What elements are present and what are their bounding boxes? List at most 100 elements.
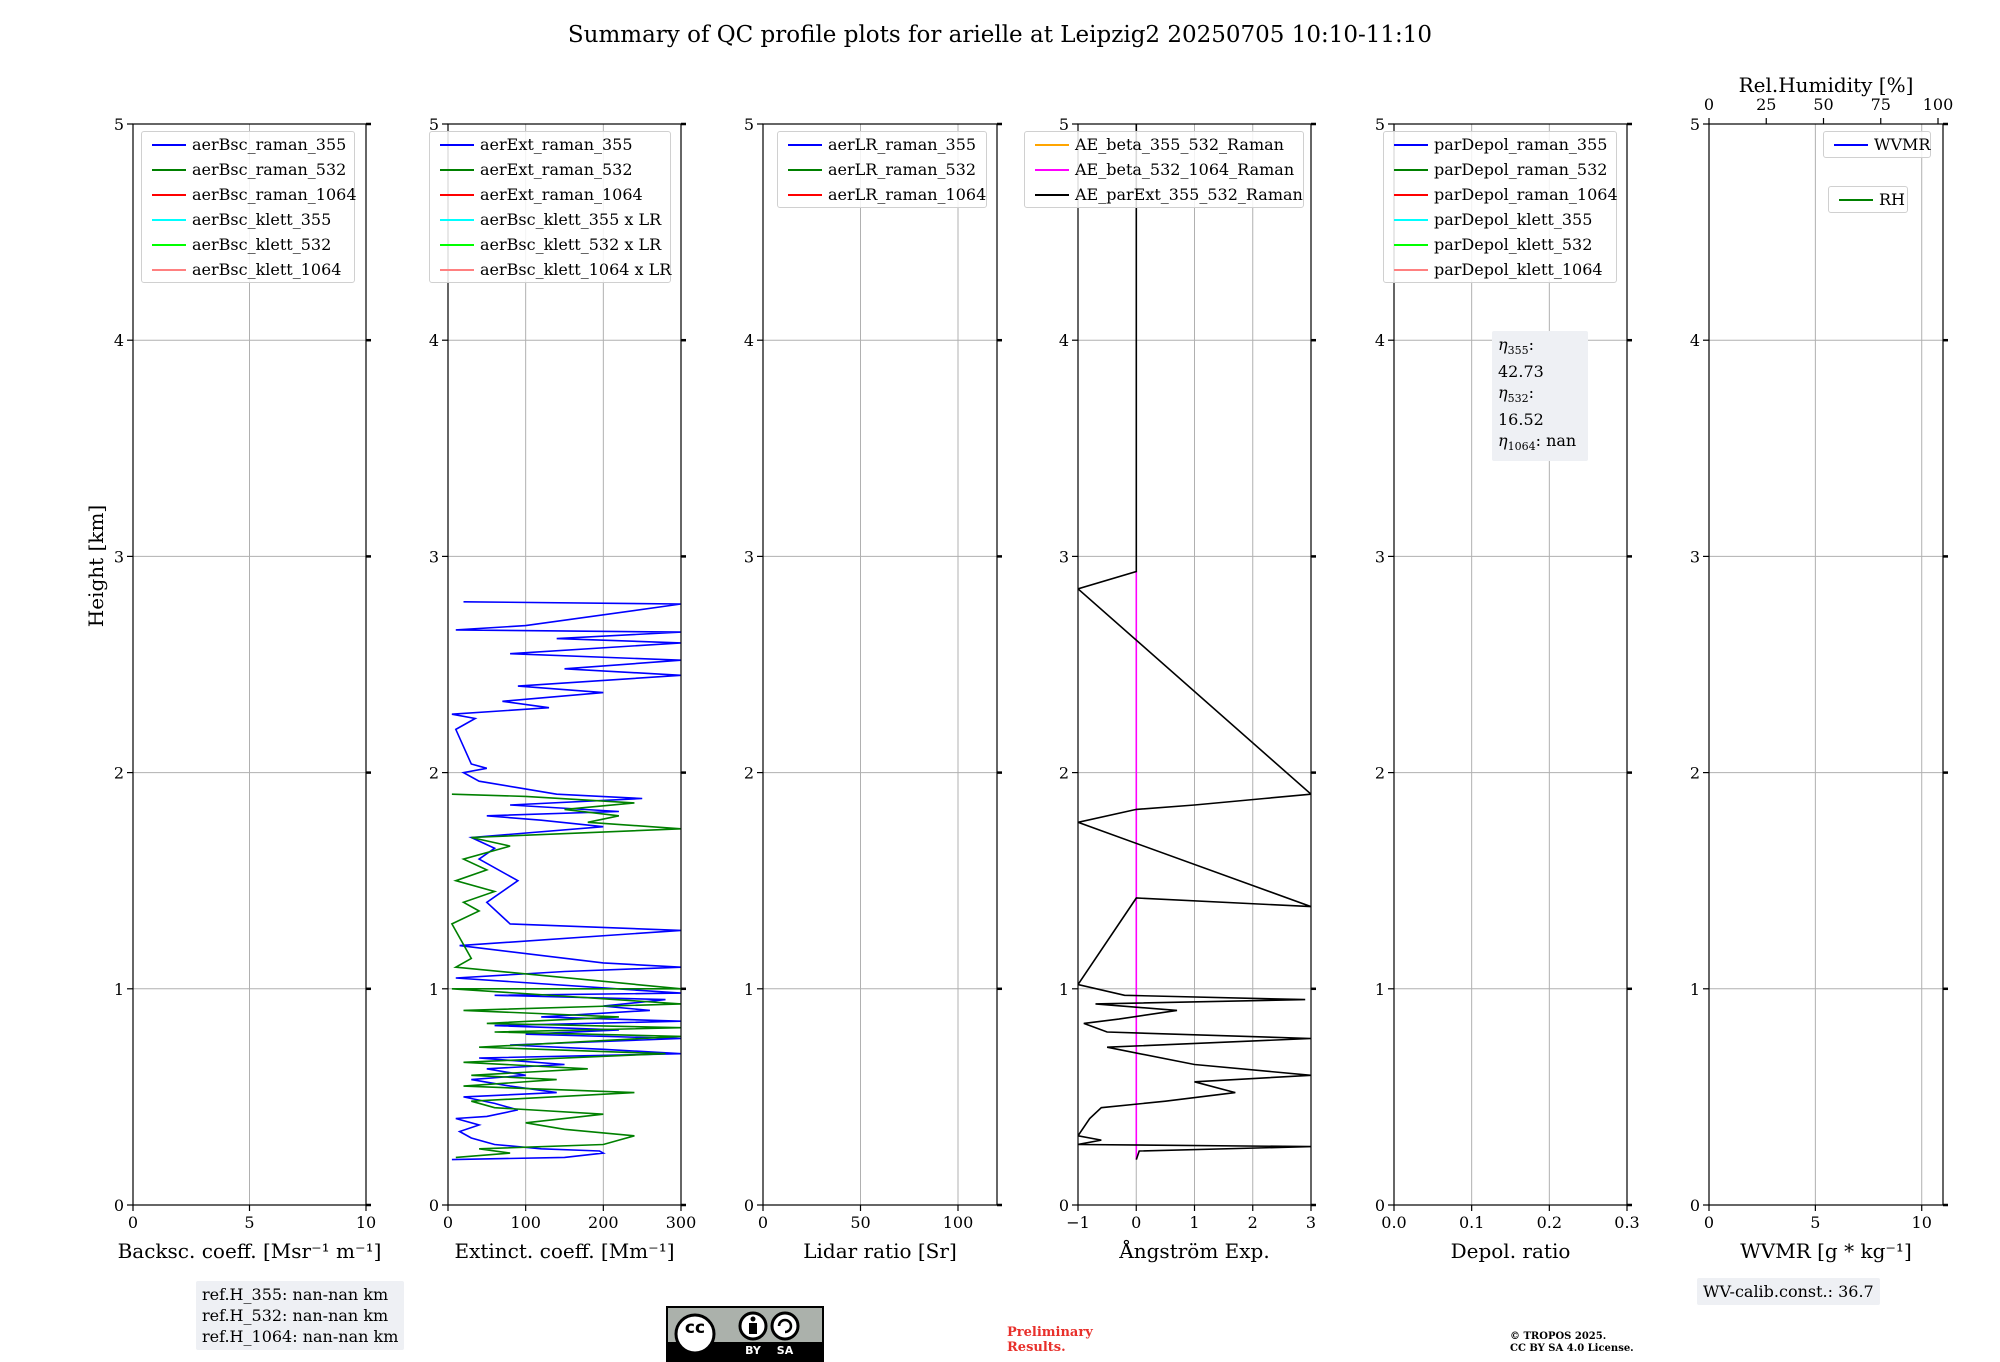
x-tick-label: −1 (1066, 1213, 1090, 1232)
legend-label: aerExt_raman_532 (480, 160, 633, 179)
x-tick-label: 3 (1306, 1213, 1316, 1232)
x-axis-label: Depol. ratio (1451, 1239, 1571, 1263)
legend-entry: aerLR_raman_1064 (778, 182, 986, 207)
legend-entry: aerExt_raman_532 (430, 157, 670, 182)
top-x-axis-label: Rel.Humidity [%] (1739, 73, 1914, 97)
y-tick-label: 4 (1690, 331, 1700, 350)
y-tick-label: 1 (114, 980, 124, 999)
legend-entry: aerBsc_raman_532 (142, 157, 354, 182)
x-tick-label: 0.0 (1381, 1213, 1406, 1232)
legend-label: RH (1879, 190, 1905, 209)
y-tick-label: 0 (1690, 1196, 1700, 1215)
legend-swatch (152, 169, 186, 171)
y-tick-label: 2 (1375, 764, 1385, 783)
y-tick-label: 5 (1375, 115, 1385, 134)
x-tick-label: 50 (850, 1213, 870, 1232)
legend-swatch (1394, 169, 1428, 171)
x-tick-label: 0 (1704, 1213, 1714, 1232)
legend-swatch (440, 169, 474, 171)
x-tick-label: 0 (758, 1213, 768, 1232)
series-group (1078, 124, 1311, 1160)
eta-1064-value: nan (1546, 431, 1577, 451)
x-axis-label: Extinct. coeff. [Mm⁻¹] (454, 1239, 674, 1263)
legend-label: aerBsc_klett_532 (192, 235, 332, 254)
y-tick-label: 1 (1690, 980, 1700, 999)
y-tick-label: 3 (1059, 547, 1069, 566)
legend-swatch (440, 194, 474, 196)
y-tick-label: 0 (429, 1196, 439, 1215)
x-tick-label: 10 (1912, 1213, 1932, 1232)
legend-label: parDepol_raman_1064 (1434, 185, 1618, 204)
legend-entry: aerLR_raman_532 (778, 157, 986, 182)
legend-label: aerBsc_klett_1064 x LR (480, 260, 672, 279)
legend-label: aerBsc_klett_355 x LR (480, 210, 662, 229)
axes-frame (1708, 123, 1944, 1206)
legend-swatch (152, 144, 186, 146)
y-tick-label: 5 (1690, 115, 1700, 134)
y-tick-label: 0 (114, 1196, 124, 1215)
legend-lidar-ratio: aerLR_raman_355 aerLR_raman_532 aerLR_rama… (777, 131, 987, 208)
x-tick-label: 5 (1810, 1213, 1820, 1232)
copyright-line-1: © TROPOS 2025. (1510, 1331, 1607, 1342)
legend-swatch (440, 219, 474, 221)
x-tick-label: 0 (1131, 1213, 1141, 1232)
legend-extinction: aerExt_raman_355 aerExt_raman_532 aerExt_r… (429, 131, 671, 283)
legend-label: WVMR (1874, 135, 1931, 154)
y-tick-label: 4 (744, 331, 754, 350)
x-axis-label: Backsc. coeff. [Msr⁻¹ m⁻¹] (118, 1239, 382, 1263)
cc-license-badge[interactable]: cc BY SA (666, 1306, 824, 1362)
legend-entry: aerExt_raman_355 (430, 132, 670, 157)
x-tick-label: 1 (1189, 1213, 1199, 1232)
y-tick-label: 5 (1059, 115, 1069, 134)
legend-label: aerBsc_klett_355 (192, 210, 332, 229)
top-x-tick-label: 75 (1871, 95, 1891, 114)
top-x-tick-label: 25 (1756, 95, 1776, 114)
x-tick-label: 2 (1248, 1213, 1258, 1232)
y-tick-label: 1 (744, 980, 754, 999)
legend-backscatter: aerBsc_raman_355 aerBsc_raman_532 aerBsc_r… (141, 131, 357, 283)
y-tick-label: 2 (1059, 764, 1069, 783)
cc-icon (674, 1313, 716, 1355)
legend-depol: parDepol_raman_355 parDepol_raman_532 parD… (1383, 131, 1618, 283)
axes-frame (762, 123, 998, 1206)
y-tick-label: 0 (1375, 1196, 1385, 1215)
x-axis-label: Lidar ratio [Sr] (803, 1239, 957, 1263)
copyright-line-2: CC BY SA 4.0 License. (1510, 1343, 1634, 1354)
legend-label: aerLR_raman_355 (828, 135, 977, 154)
preliminary-line-2: Results. (1007, 1340, 1066, 1355)
legend-rh: RH (1828, 186, 1908, 213)
cc-badge-cc-text: cc (684, 1318, 706, 1338)
legend-label: parDepol_raman_355 (1434, 135, 1608, 154)
legend-label: AE_beta_532_1064_Raman (1075, 160, 1295, 179)
legend-entry: aerBsc_klett_532 x LR (430, 232, 670, 257)
legend-label: AE_parExt_355_532_Raman (1075, 185, 1303, 204)
legend-swatch (1839, 199, 1873, 201)
top-x-tick-label: 0 (1704, 95, 1714, 114)
eta-box: η355: 42.73 η532: 16.52 η1064: nan (1492, 331, 1588, 461)
legend-swatch (1394, 244, 1428, 246)
legend-label: aerExt_raman_355 (480, 135, 633, 154)
series-aerExt_raman_355 (451, 601, 681, 1161)
legend-entry: parDepol_raman_532 (1384, 157, 1616, 182)
top-x-tick-label: 50 (1813, 95, 1833, 114)
x-tick-label: 0.3 (1614, 1213, 1639, 1232)
legend-swatch (152, 269, 186, 271)
legend-label: aerBsc_raman_532 (192, 160, 347, 179)
top-x-tick-label: 100 (1923, 95, 1954, 114)
legend-entry: WVMR (1824, 132, 1930, 157)
axes-frame (1393, 123, 1628, 1206)
x-tick-label: 5 (244, 1213, 254, 1232)
y-tick-label: 4 (114, 331, 124, 350)
legend-label: aerExt_raman_1064 (480, 185, 643, 204)
y-tick-label: 3 (1375, 547, 1385, 566)
legend-label: aerBsc_klett_532 x LR (480, 235, 662, 254)
legend-swatch (788, 194, 822, 196)
x-axis-label: Ångström Exp. (1118, 1238, 1269, 1263)
panel-extinction: 0 1 2 3 4 5 0 100 200 300 Extinct. coeff. [Mm⁻¹] (429, 115, 696, 1263)
legend-swatch (788, 169, 822, 171)
series-AE_parExt_355_532_Raman (1078, 124, 1311, 1160)
legend-entry: aerBsc_raman_1064 (142, 182, 357, 207)
y-tick-label: 3 (1690, 547, 1700, 566)
